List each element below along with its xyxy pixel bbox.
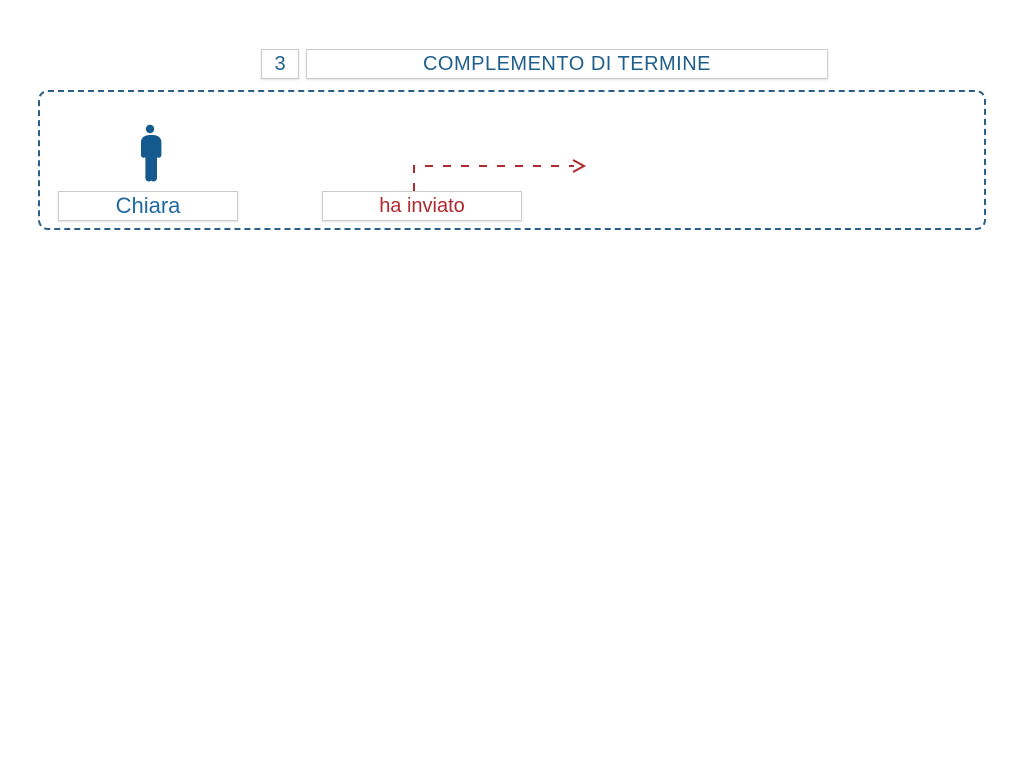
slide-title-text: COMPLEMENTO DI TERMINE — [423, 53, 711, 76]
slide-stage: 3 COMPLEMENTO DI TERMINE Chiara ha invia… — [0, 0, 1024, 768]
slide-number-text: 3 — [274, 53, 285, 76]
subject-box: Chiara — [58, 191, 238, 221]
verb-text: ha inviato — [379, 195, 465, 218]
slide-title-box: COMPLEMENTO DI TERMINE — [306, 49, 828, 79]
subject-text: Chiara — [116, 193, 181, 219]
slide-number-box: 3 — [261, 49, 299, 79]
verb-box: ha inviato — [322, 191, 522, 221]
person-icon — [131, 124, 169, 182]
